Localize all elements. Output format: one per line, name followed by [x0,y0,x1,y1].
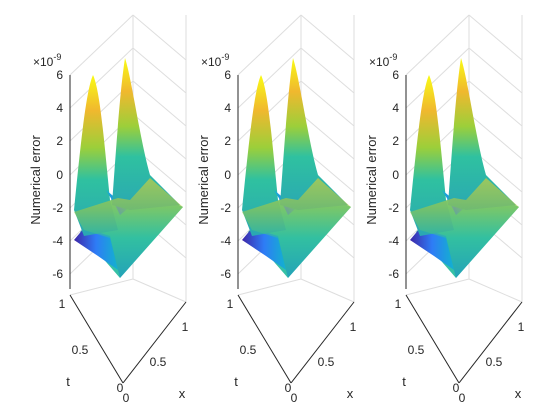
t-tick-label: 1 [395,297,402,311]
x-axis: 0 0.5 1 x [123,302,189,405]
error-surface [410,58,519,278]
z-axis-label: Numerical error [196,135,211,225]
t-axis: 1 0.5 0 t [227,295,292,395]
panel-1: 6 4 2 0 -2 -4 -6 ×10-9 Numerical error 1… [28,15,189,405]
x-axis-label: x [515,386,522,401]
z-exponent-label: ×10-9 [201,52,229,69]
z-tick-label: 2 [224,134,231,148]
t-tick-label: 0.5 [408,343,425,357]
z-tick-label: 0 [224,168,231,182]
x-axis: 0 0.5 1 x [459,302,525,405]
t-tick-label: 1 [227,297,234,311]
z-tick-label: -6 [220,267,231,281]
t-axis: 1 0.5 0 t [395,295,460,395]
t-axis-label: t [66,374,70,389]
x-tick-label: 0 [291,391,298,405]
x-axis-label: x [179,386,186,401]
error-surface [74,58,183,278]
z-axis: 6 4 2 0 -2 -4 -6 ×10-9 Numerical error [364,52,406,289]
x-tick-label: 0.5 [150,355,167,369]
z-tick-label: -6 [52,267,63,281]
t-axis-label: t [402,374,406,389]
z-tick-label: 2 [56,134,63,148]
z-exponent-label: ×10-9 [369,52,397,69]
z-tick-label: -6 [388,267,399,281]
z-tick-label: -2 [388,201,399,215]
z-tick-label: -2 [220,201,231,215]
z-axis-label: Numerical error [28,135,43,225]
z-axis-label: Numerical error [364,135,379,225]
z-tick-label: 4 [56,101,63,115]
x-tick-label: 0.5 [318,355,335,369]
z-tick-label: 4 [392,101,399,115]
panel-2: 6 4 2 0 -2 -4 -6 ×10-9 Numerical error 1… [196,15,357,405]
z-tick-label: -4 [52,234,63,248]
x-tick-label: 0 [459,391,466,405]
z-tick-label: 4 [224,101,231,115]
z-axis: 6 4 2 0 -2 -4 -6 ×10-9 Numerical error [28,52,70,289]
t-tick-label: 1 [59,297,66,311]
x-tick-label: 1 [518,320,525,334]
x-tick-label: 0.5 [486,355,503,369]
error-surface [242,58,351,278]
z-exponent-label: ×10-9 [33,52,61,69]
panel-3: 6 4 2 0 -2 -4 -6 ×10-9 Numerical error 1… [364,15,525,405]
z-axis: 6 4 2 0 -2 -4 -6 ×10-9 Numerical error [196,52,238,289]
z-tick-label: -4 [220,234,231,248]
x-axis-label: x [347,386,354,401]
z-tick-label: -2 [52,201,63,215]
z-tick-label: 0 [392,168,399,182]
t-axis: 1 0.5 0 t [59,295,124,395]
t-tick-label: 0.5 [72,343,89,357]
x-tick-label: 1 [182,320,189,334]
z-tick-label: 6 [56,68,63,82]
z-tick-label: 6 [224,68,231,82]
x-tick-label: 1 [350,320,357,334]
z-tick-label: 6 [392,68,399,82]
x-tick-label: 0 [123,391,130,405]
z-tick-label: 0 [56,168,63,182]
t-axis-label: t [234,374,238,389]
z-tick-label: 2 [392,134,399,148]
z-tick-label: -4 [388,234,399,248]
x-axis: 0 0.5 1 x [291,302,357,405]
t-tick-label: 0.5 [240,343,257,357]
